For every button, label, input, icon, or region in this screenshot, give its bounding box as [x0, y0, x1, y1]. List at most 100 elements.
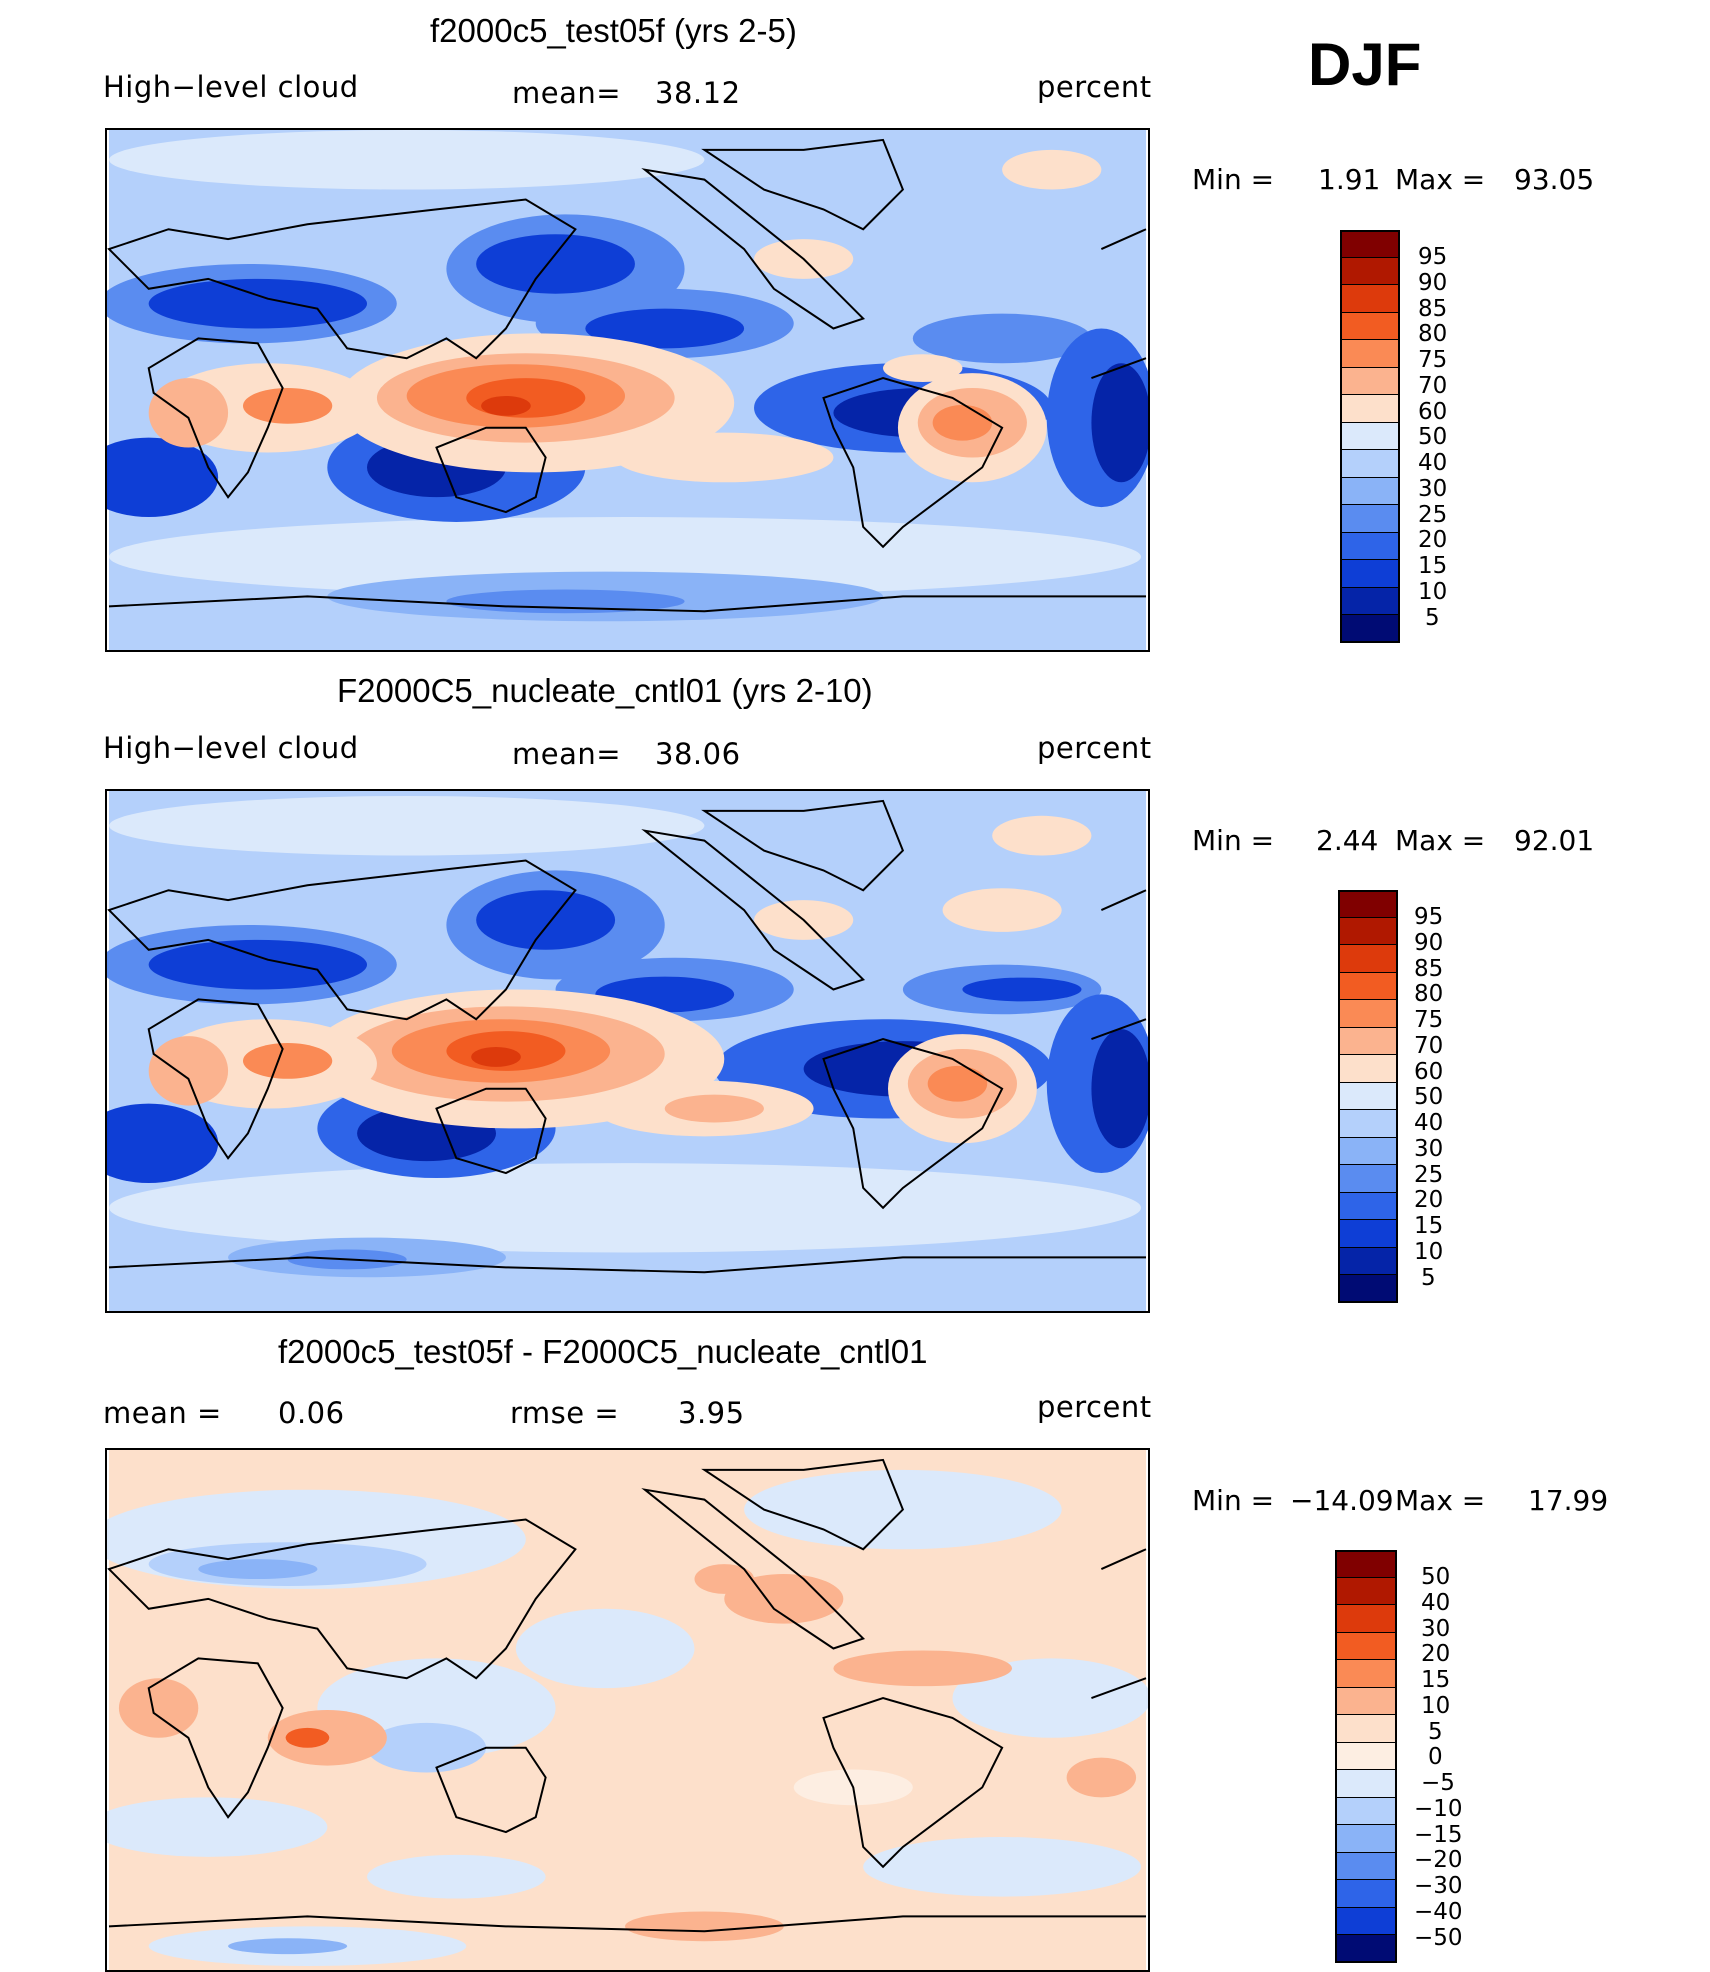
colorbar-segment — [1340, 587, 1400, 616]
panel-1-units: percent — [1037, 70, 1152, 104]
panel-1-max-value: 93.05 — [1514, 163, 1595, 196]
colorbar-segment — [1338, 1110, 1398, 1138]
panel-3-cb-label: 20 — [1421, 1641, 1451, 1667]
colorbar-segment — [1340, 477, 1400, 506]
colorbar-frame — [1340, 230, 1400, 643]
panel-1-cb-label: 30 — [1418, 476, 1448, 502]
colorbar-segment — [1335, 1852, 1397, 1881]
colorbar-segment — [1340, 450, 1400, 478]
colorbar-segment — [1338, 1000, 1398, 1028]
panel-3-cb-label: 5 — [1428, 1719, 1443, 1745]
panel-3-max-value: 17.99 — [1528, 1484, 1609, 1517]
panel-3-cb-label: −20 — [1414, 1847, 1463, 1873]
panel-3-cb-label: −50 — [1414, 1925, 1463, 1951]
panel-2-map — [105, 789, 1150, 1313]
panel-2-cb-label: 50 — [1414, 1084, 1444, 1110]
panel-2-cb-label: 60 — [1414, 1059, 1444, 1085]
panel-1-cb-label: 60 — [1418, 399, 1448, 425]
panel-3-title: f2000c5_test05f - F2000C5_nucleate_cntl0… — [278, 1333, 928, 1370]
panel-1-cb-label: 25 — [1418, 502, 1448, 528]
colorbar-segment — [1340, 367, 1400, 396]
colorbar-segment — [1335, 1660, 1397, 1688]
panel-2-units: percent — [1037, 731, 1152, 765]
panel-1-variable-label: High−level cloud — [103, 70, 359, 104]
panel-3-cb-label: −15 — [1414, 1822, 1463, 1848]
panel-2-cb-label: 70 — [1414, 1033, 1444, 1059]
colorbar-segment — [1335, 1687, 1397, 1716]
panel-1-cb-label: 5 — [1425, 605, 1440, 631]
panel-1-max-label: Max = — [1395, 163, 1486, 196]
panel-1-cb-label: 40 — [1418, 450, 1448, 476]
panel-3-cb-label: −10 — [1414, 1796, 1463, 1822]
colorbar-segment — [1338, 1055, 1398, 1083]
panel-2-cb-label: 90 — [1414, 930, 1444, 956]
panel-3-map-field — [107, 1450, 1148, 1970]
panel-1-cb-label: 15 — [1418, 553, 1448, 579]
panel-1-cb-label: 70 — [1418, 373, 1448, 399]
panel-1-cb-label: 95 — [1418, 244, 1448, 270]
colorbar-segment — [1335, 1797, 1397, 1826]
panel-3-units: percent — [1037, 1390, 1152, 1424]
colorbar-segment — [1338, 1137, 1398, 1166]
panel-1-map-field — [107, 130, 1148, 650]
colorbar-segment — [1340, 285, 1400, 313]
panel-2-cb-label: 75 — [1414, 1007, 1444, 1033]
colorbar-segment — [1338, 1165, 1398, 1193]
colorbar-segment — [1335, 1825, 1397, 1853]
panel-3-rmse-value: 3.95 — [678, 1396, 745, 1430]
colorbar-segment — [1340, 257, 1400, 286]
panel-1-title: f2000c5_test05f (yrs 2-5) — [430, 12, 797, 49]
panel-2-cb-label: 30 — [1414, 1136, 1444, 1162]
panel-3-mean-label: mean = — [103, 1396, 222, 1430]
colorbar-frame — [1338, 890, 1398, 1303]
panel-2-variable-label: High−level cloud — [103, 731, 359, 765]
colorbar-segment — [1340, 532, 1400, 561]
panel-3-mean-value: 0.06 — [278, 1396, 345, 1430]
colorbar-segment — [1340, 615, 1400, 643]
colorbar-segment — [1338, 945, 1398, 973]
season-label: DJF — [1308, 31, 1422, 98]
colorbar-segment — [1335, 1605, 1397, 1633]
panel-3-min-value: −14.09 — [1290, 1484, 1394, 1517]
colorbar-segment — [1340, 560, 1400, 588]
panel-2-map-field — [107, 791, 1148, 1311]
panel-3-map — [105, 1448, 1150, 1972]
panel-3-cb-label: −40 — [1414, 1899, 1463, 1925]
panel-1-min-value: 1.91 — [1318, 163, 1381, 196]
colorbar-segment — [1335, 1880, 1397, 1908]
panel-3-cb-label: 50 — [1421, 1564, 1451, 1590]
panel-3-cb-label: 40 — [1421, 1590, 1451, 1616]
panel-3-cb-label: −5 — [1421, 1770, 1455, 1796]
colorbar-segment — [1338, 972, 1398, 1001]
panel-1-cb-label: 10 — [1418, 579, 1448, 605]
panel-3-cb-label: 15 — [1421, 1667, 1451, 1693]
panel-2-title: F2000C5_nucleate_cntl01 (yrs 2-10) — [337, 672, 873, 709]
panel-2-cb-label: 15 — [1414, 1213, 1444, 1239]
colorbar-segment — [1335, 1715, 1397, 1743]
colorbar-segment — [1338, 1247, 1398, 1276]
colorbar-segment — [1338, 1192, 1398, 1221]
colorbar-segment — [1335, 1632, 1397, 1661]
panel-3-cb-label: 30 — [1421, 1616, 1451, 1642]
colorbar-segment — [1338, 1220, 1398, 1248]
panel-3-max-label: Max = — [1395, 1484, 1486, 1517]
panel-1-cb-label: 75 — [1418, 347, 1448, 373]
colorbar-segment — [1338, 1082, 1398, 1111]
panel-1-cb-label: 20 — [1418, 527, 1448, 553]
panel-2-max-label: Max = — [1395, 824, 1486, 857]
panel-1-colorbar — [1340, 230, 1400, 643]
colorbar-segment — [1340, 395, 1400, 423]
panel-3-colorbar — [1335, 1550, 1397, 1963]
panel-1-cb-label: 85 — [1418, 296, 1448, 322]
colorbar-segment — [1335, 1907, 1397, 1936]
panel-2-cb-label: 10 — [1414, 1239, 1444, 1265]
panel-1-mean-value: 38.12 — [655, 76, 741, 110]
panel-3-cb-label: 0 — [1428, 1744, 1443, 1770]
panel-2-cb-label: 5 — [1421, 1265, 1436, 1291]
colorbar-segment — [1340, 340, 1400, 368]
colorbar-segment — [1335, 1770, 1397, 1798]
panel-1-cb-label: 50 — [1418, 424, 1448, 450]
colorbar-segment — [1338, 1027, 1398, 1056]
panel-2-cb-label: 85 — [1414, 956, 1444, 982]
panel-3-cb-label: −30 — [1414, 1873, 1463, 1899]
